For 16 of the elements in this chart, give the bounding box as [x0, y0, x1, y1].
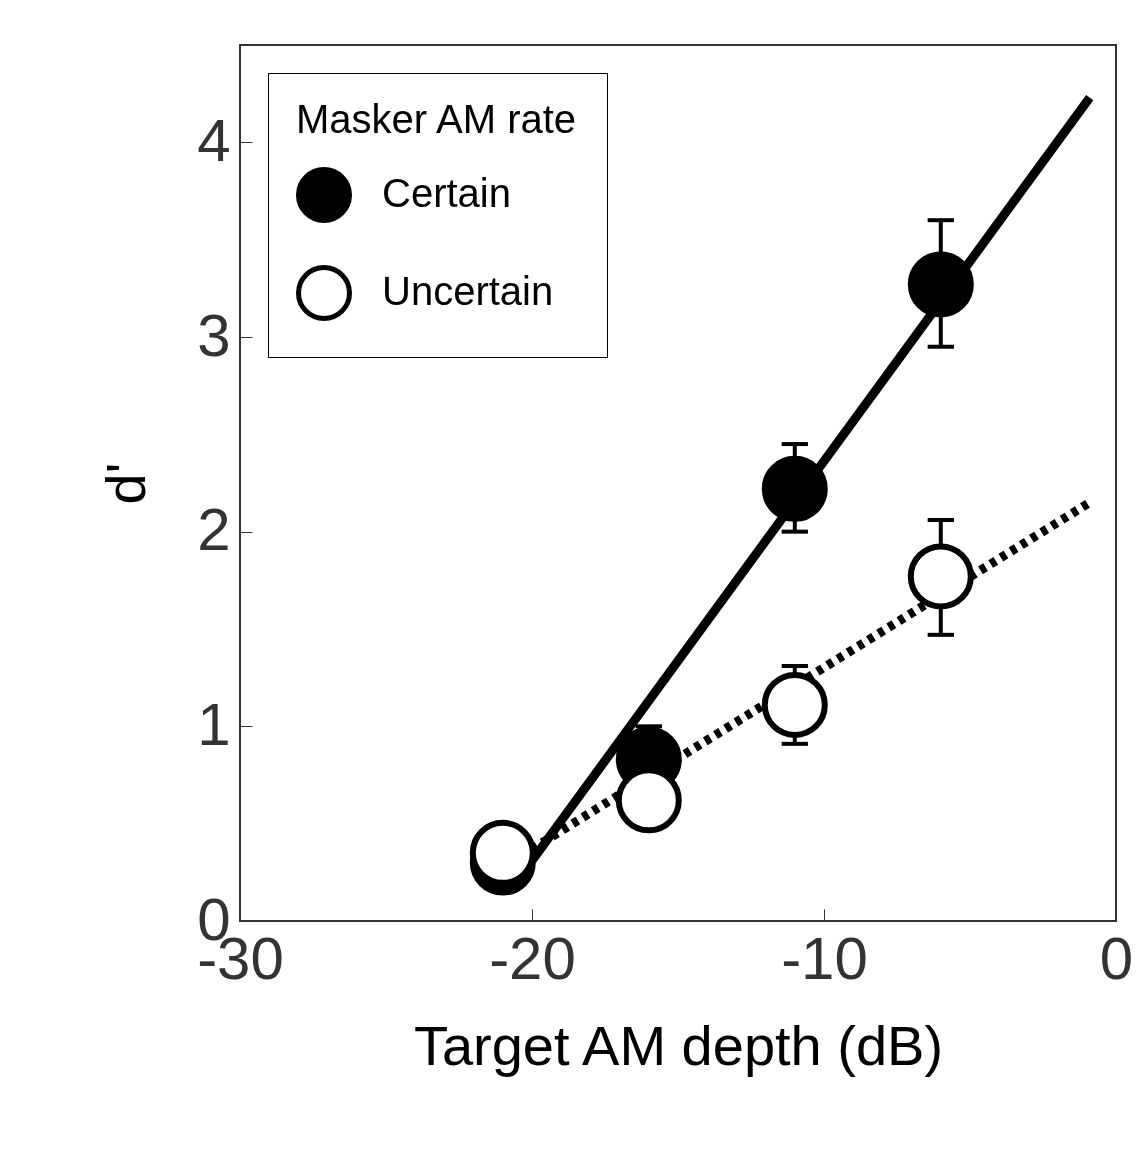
- y-tick-label: 3: [197, 301, 231, 369]
- point: [761, 671, 828, 738]
- y-tick-label: 4: [197, 106, 231, 174]
- y-tick-label: 2: [197, 496, 231, 564]
- point: [907, 543, 974, 610]
- point: [761, 455, 828, 522]
- legend-label: Certain: [382, 171, 511, 215]
- legend-label: Uncertain: [382, 269, 554, 313]
- legend-title: Masker AM rate: [296, 97, 577, 141]
- x-axis-title: Target AM depth (dB): [413, 1013, 944, 1077]
- x-tick-label: -10: [781, 924, 868, 992]
- x-tick-label: -20: [489, 924, 576, 992]
- y-tick-label: 1: [197, 690, 231, 758]
- point: [907, 251, 974, 318]
- y-axis-title: d': [94, 462, 158, 505]
- x-tick-label: 0: [1099, 924, 1134, 992]
